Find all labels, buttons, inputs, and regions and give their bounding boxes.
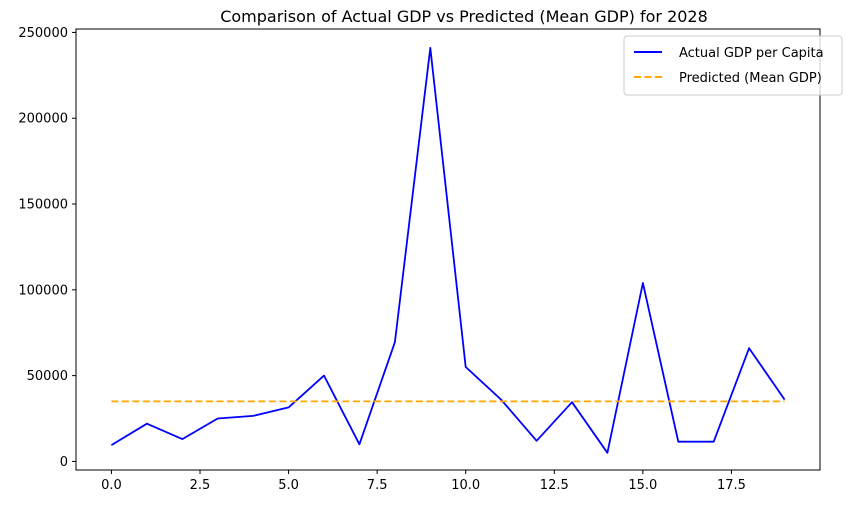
y-tick-label: 0 [60,455,68,470]
x-tick-label: 0.0 [101,478,122,493]
x-tick-label: 10.0 [451,478,480,493]
y-tick-label: 50000 [27,369,68,384]
plot-area [110,47,786,454]
y-tick-label: 100000 [18,283,68,298]
axes-frame [75,28,821,471]
x-tick-label: 17.5 [717,478,746,493]
y-tick-label: 200000 [18,112,68,127]
chart-title: Comparison of Actual GDP vs Predicted (M… [220,7,708,26]
y-tick-label: 150000 [18,198,68,213]
legend-label-predicted: Predicted (Mean GDP) [679,71,822,86]
y-tick-label: 250000 [18,26,68,41]
x-tick-label: 15.0 [628,478,657,493]
legend-label-actual: Actual GDP per Capita [679,46,824,61]
x-tick-label: 2.5 [190,478,211,493]
series-line-0 [110,47,786,454]
legend: Actual GDP per Capita Predicted (Mean GD… [623,35,843,96]
legend-box [623,35,843,96]
axes: 0.0 2.5 5.0 7.5 10.0 12.5 15.0 17.5 0 50000 100000… [18,26,821,493]
x-tick-label: 5.0 [278,478,299,493]
x-tick-label: 7.5 [367,478,388,493]
x-tick-label: 12.5 [540,478,569,493]
